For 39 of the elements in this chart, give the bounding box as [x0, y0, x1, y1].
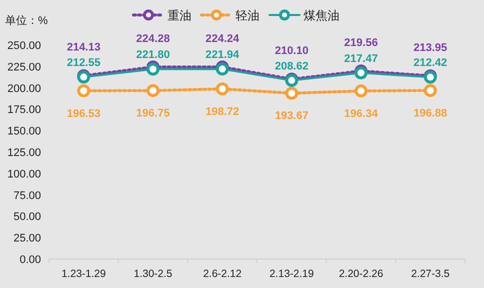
y-tick-label: 225.00 [7, 61, 41, 74]
data-label: 221.94 [206, 49, 240, 62]
x-tick-label: 1.30-2.5 [134, 268, 172, 280]
data-label: 210.10 [274, 45, 308, 58]
data-label: 213.95 [414, 42, 448, 54]
x-tick-label: 2.13-2.19 [269, 268, 314, 280]
y-tick-label: 175.00 [7, 104, 41, 116]
y-tick-label: 125.00 [7, 147, 41, 159]
data-label: 219.56 [344, 37, 378, 50]
legend-label: 轻油 [236, 8, 260, 22]
data-label: 208.62 [274, 60, 308, 72]
y-tick-label: 150.00 [7, 126, 41, 138]
data-label: 196.88 [414, 107, 448, 120]
data-label: 196.75 [136, 108, 170, 120]
data-label: 224.24 [206, 33, 240, 46]
y-tick-label: 0.00 [20, 254, 41, 266]
data-label: 198.72 [206, 106, 240, 118]
y-tick-label: 50.00 [13, 211, 41, 224]
data-label: 221.80 [136, 49, 170, 62]
data-label: 224.28 [136, 33, 170, 46]
legend-label: 重油 [168, 8, 192, 22]
data-label: 196.53 [66, 108, 100, 120]
y-tick-label: 200.00 [7, 82, 41, 95]
x-tick-label: 2.6-2.12 [203, 268, 242, 280]
y-axis-title: 单位：% [5, 14, 48, 27]
y-tick-label: 75.00 [13, 190, 41, 202]
legend-label: 煤焦油 [304, 8, 340, 22]
x-tick-label: 2.27-3.5 [411, 268, 450, 280]
data-label: 193.67 [274, 110, 308, 122]
data-label: 217.47 [344, 52, 378, 65]
y-tick-label: 250.00 [7, 40, 41, 52]
data-label: 214.13 [66, 42, 100, 54]
data-label: 196.34 [344, 108, 379, 120]
y-tick-label: 100.00 [7, 168, 41, 180]
x-tick-label: 2.20-2.26 [338, 268, 384, 280]
y-tick-label: 25.00 [13, 232, 41, 245]
data-label: 212.55 [66, 57, 100, 70]
data-label: 212.42 [414, 57, 448, 70]
x-tick-label: 1.23-1.29 [61, 268, 106, 280]
